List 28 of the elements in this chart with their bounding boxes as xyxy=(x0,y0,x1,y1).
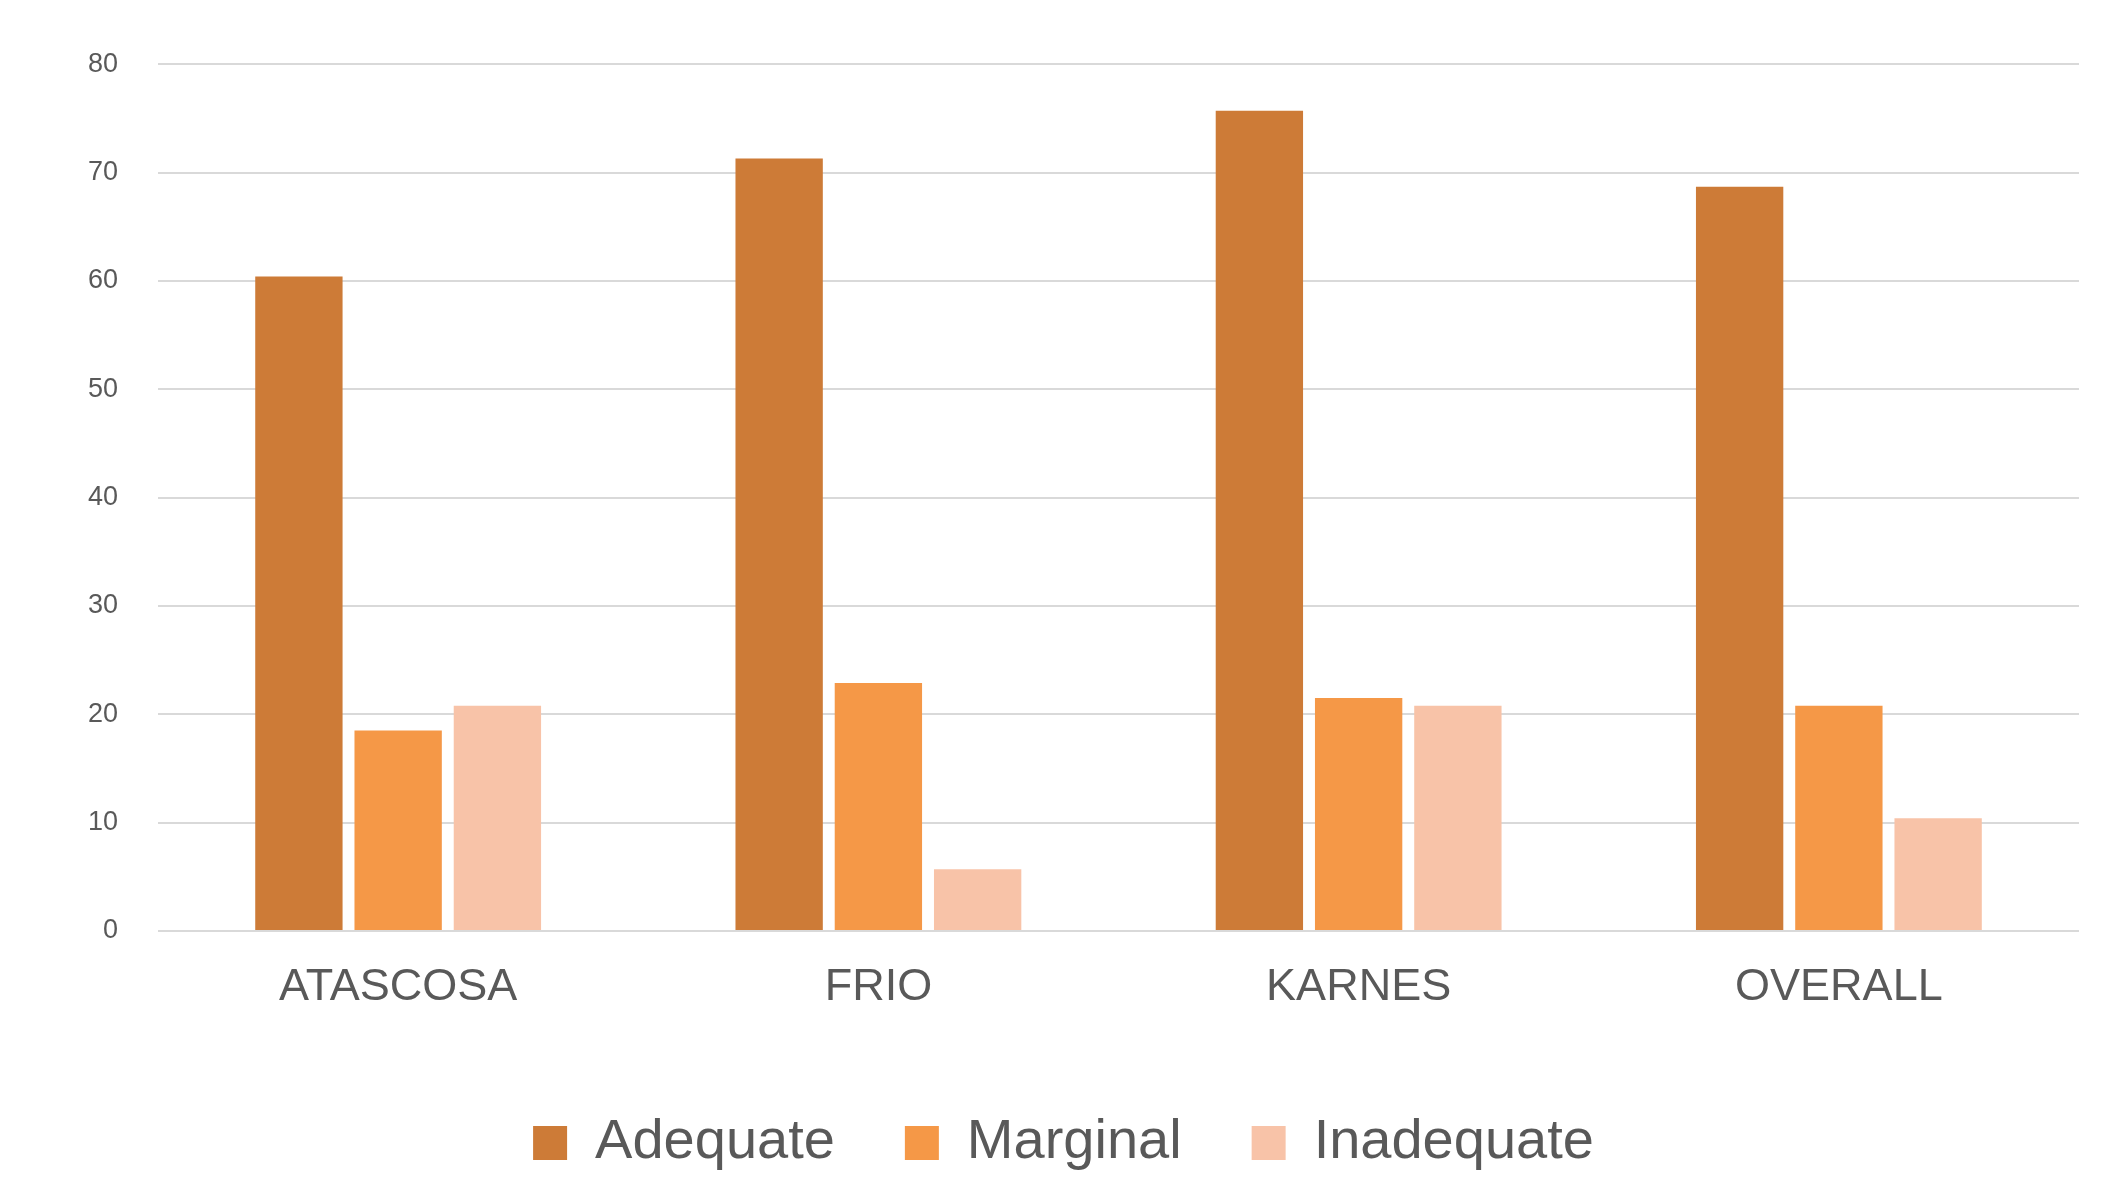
y-tick-label: 30 xyxy=(87,589,119,620)
bar xyxy=(453,705,542,930)
bar xyxy=(933,869,1022,930)
bar xyxy=(834,682,923,930)
x-tick-label: ATASCOSA xyxy=(278,959,518,1011)
y-tick-label: 10 xyxy=(87,806,119,837)
bar xyxy=(255,276,343,930)
bar xyxy=(354,730,442,930)
x-tick-label: FRIO xyxy=(824,959,933,1011)
y-tick-label: 50 xyxy=(87,372,119,403)
x-tick-label: KARNES xyxy=(1266,959,1452,1011)
bar xyxy=(1215,110,1304,930)
y-tick-label: 40 xyxy=(87,481,119,512)
bar xyxy=(1795,705,1883,930)
legend-label: Adequate xyxy=(595,1107,835,1171)
x-tick-label: OVERALL xyxy=(1735,959,1943,1011)
y-tick-label: 0 xyxy=(103,914,119,945)
y-tick-label: 20 xyxy=(87,697,119,728)
bar xyxy=(1894,818,1982,930)
y-tick-label: 70 xyxy=(87,156,119,186)
bar xyxy=(1695,186,1784,930)
bar xyxy=(1414,705,1502,930)
bar xyxy=(1314,698,1403,930)
legend-label: Inadequate xyxy=(1313,1107,1594,1171)
y-tick-label: 80 xyxy=(87,47,119,78)
y-tick-label: 60 xyxy=(87,264,119,295)
legend-label: Marginal xyxy=(966,1107,1182,1171)
bar xyxy=(735,158,823,930)
